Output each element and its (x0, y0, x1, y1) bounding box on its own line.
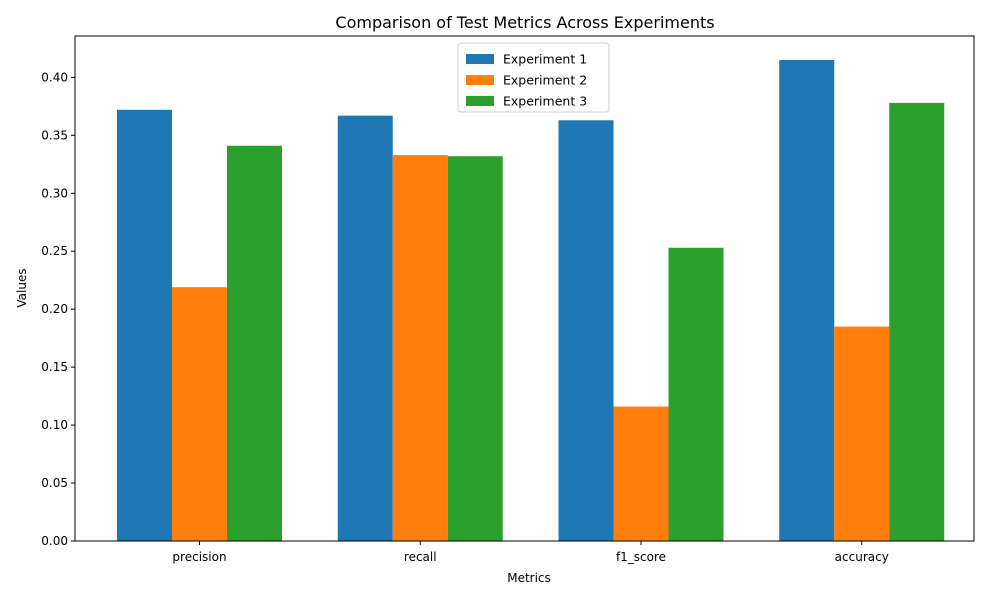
y-tick-label: 0.30 (41, 186, 68, 200)
y-tick-label: 0.20 (41, 302, 68, 316)
legend-label: Experiment 1 (503, 52, 587, 67)
y-tick-label: 0.00 (41, 534, 68, 548)
bar-experiment-2-recall (392, 155, 448, 541)
y-axis-label: Values (15, 268, 29, 307)
y-tick-label: 0.35 (41, 128, 68, 142)
x-tick-label-f1_score: f1_score (616, 550, 666, 564)
x-tick-label-recall: recall (404, 550, 437, 564)
legend: Experiment 1 Experiment 2 Experiment 3 (457, 42, 610, 113)
bar-experiment-2-f1_score (613, 406, 669, 541)
bar-experiment-2-precision (172, 287, 227, 541)
plot-frame (74, 35, 975, 542)
y-tick-label: 0.40 (41, 70, 68, 84)
legend-swatch (466, 54, 494, 64)
legend-swatch (466, 96, 494, 106)
bar-experiment-1-precision (117, 109, 172, 542)
bar-experiment-1-f1_score (558, 120, 614, 542)
y-axis: 0.00 0.05 0.10 0.15 0.20 0.25 0.30 0.35 0.40 (41, 70, 75, 548)
x-tick-label-precision: precision (172, 550, 226, 564)
bar-experiment-1-accuracy (779, 59, 835, 541)
bars-group (117, 59, 945, 542)
bar-experiment-1-recall (337, 115, 393, 541)
x-axis: precision recall f1_score accuracy (172, 541, 889, 564)
bar-experiment-3-accuracy (889, 102, 945, 541)
y-tick-label: 0.05 (41, 476, 68, 490)
y-tick-label: 0.15 (41, 360, 68, 374)
chart-title: Comparison of Test Metrics Across Experi… (335, 13, 714, 32)
x-axis-label: Metrics (507, 571, 551, 585)
x-tick-label-accuracy: accuracy (835, 550, 889, 564)
bar-experiment-3-precision (227, 145, 282, 541)
legend-label: Experiment 3 (503, 94, 587, 109)
y-tick-label: 0.25 (41, 244, 68, 258)
bar-experiment-3-f1_score (668, 247, 724, 542)
legend-box (457, 42, 610, 113)
bar-experiment-3-recall (447, 156, 503, 541)
y-tick-label: 0.10 (41, 418, 68, 432)
bar-experiment-2-accuracy (834, 326, 890, 541)
legend-label: Experiment 2 (503, 73, 587, 88)
legend-swatch (466, 75, 494, 85)
